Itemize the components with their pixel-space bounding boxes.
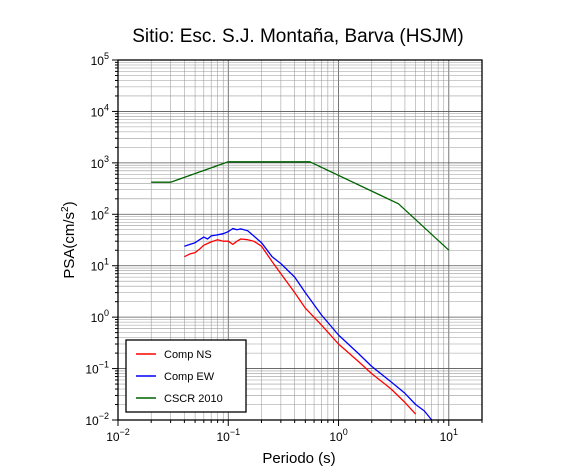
series-line-comp-ew: [184, 227, 433, 421]
y-tick-label-exponent: 3: [104, 154, 109, 164]
x-tick-label-exponent: 0: [343, 427, 348, 437]
x-tick-label-base: 10: [440, 430, 454, 444]
series-line-cscr-2010: [151, 161, 450, 251]
legend-label: Comp NS: [164, 349, 212, 361]
x-axis-label: Periodo (s): [262, 450, 335, 467]
y-tick-label: 10−1: [85, 360, 109, 377]
y-tick-label-base: 10: [85, 363, 99, 377]
y-tick-label: 105: [91, 51, 109, 68]
y-tick-label: 104: [91, 102, 109, 119]
y-axis-label-tail: ): [61, 201, 78, 206]
x-tick-label: 10−1: [216, 427, 240, 444]
y-axis-label-superscript: 2: [60, 206, 71, 212]
y-tick-label-base: 10: [85, 414, 99, 428]
series-line-comp-ns: [184, 238, 417, 415]
chart-title: Sitio: Esc. S.J. Montaña, Barva (HSJM): [132, 26, 464, 47]
y-tick-label-exponent: 1: [104, 257, 109, 267]
y-axis-label-main: PSA(cm/s: [61, 212, 78, 279]
y-tick-label: 100: [91, 308, 109, 325]
x-tick-label-exponent: 1: [453, 427, 458, 437]
y-tick-label-exponent: 4: [104, 102, 109, 112]
y-tick-label: 101: [91, 257, 109, 274]
plot-frame: [117, 59, 483, 421]
y-tick-label-exponent: 5: [104, 51, 109, 61]
y-tick-label-exponent: 2: [104, 205, 109, 215]
x-tick-label-exponent: −1: [230, 427, 240, 437]
series-group: [151, 161, 450, 421]
y-tick-label-base: 10: [91, 208, 105, 222]
y-tick-label-base: 10: [91, 105, 105, 119]
y-tick-label-exponent: −2: [99, 411, 109, 421]
y-axis-label: PSA(cm/s2): [60, 201, 78, 278]
y-tick-label: 102: [91, 205, 109, 222]
grid: [117, 59, 483, 421]
x-tick-label: 100: [329, 427, 347, 444]
y-tick-label-base: 10: [91, 54, 105, 68]
x-tick-label-base: 10: [216, 430, 230, 444]
x-tick-label: 101: [440, 427, 458, 444]
y-tick-label: 103: [91, 154, 109, 171]
legend-label: Comp EW: [164, 371, 215, 383]
y-tick-label-base: 10: [91, 311, 105, 325]
legend-items: Comp NS Comp EW CSCR 2010: [136, 349, 223, 405]
x-tick-label-exponent: −2: [120, 427, 130, 437]
y-tick-label-base: 10: [91, 157, 105, 171]
legend-label: CSCR 2010: [164, 393, 223, 405]
y-tick-label-exponent: 0: [104, 308, 109, 318]
x-tick-label-base: 10: [329, 430, 343, 444]
x-tick-label-base: 10: [106, 430, 120, 444]
y-tick-label-base: 10: [91, 260, 105, 274]
legend: Comp NS Comp EW CSCR 2010: [125, 339, 247, 413]
y-tick-label: 10−2: [85, 411, 109, 428]
y-tick-label-exponent: −1: [99, 360, 109, 370]
x-tick-label: 10−2: [106, 427, 130, 444]
